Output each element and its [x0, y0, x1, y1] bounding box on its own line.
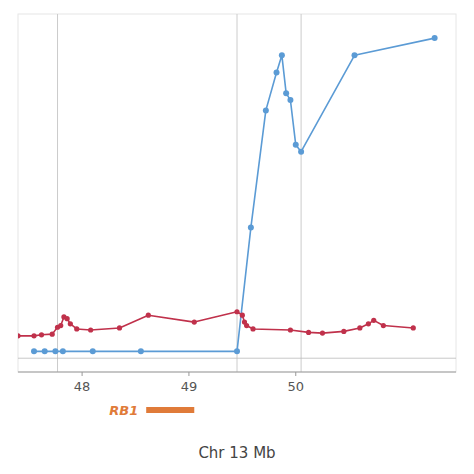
x-axis-label: Chr 13 Mb [198, 444, 275, 462]
series-line [18, 312, 413, 336]
series-line [34, 38, 435, 351]
point [287, 97, 293, 103]
point [381, 323, 386, 328]
point [357, 325, 362, 330]
point [90, 348, 96, 354]
point [18, 333, 21, 338]
reference-line [57, 14, 58, 372]
point [283, 90, 289, 96]
point [50, 332, 55, 337]
chart: 48 49 50 RB1 Chr 13 Mb [0, 0, 474, 474]
point [60, 348, 66, 354]
point [250, 326, 255, 331]
point [138, 348, 144, 354]
point [39, 332, 44, 337]
point [432, 35, 438, 41]
point [352, 52, 358, 58]
point [293, 142, 299, 148]
point [146, 313, 151, 318]
reference-line [237, 14, 238, 372]
gene-label: RB1 [109, 403, 138, 418]
x-axis-line [18, 372, 456, 373]
x-tick [82, 372, 83, 376]
point [411, 325, 416, 330]
point [341, 329, 346, 334]
point [68, 321, 73, 326]
point [192, 319, 197, 324]
x-tick-label: 50 [287, 379, 304, 394]
point [117, 325, 122, 330]
point [320, 331, 325, 336]
point [306, 330, 311, 335]
point [298, 149, 304, 155]
point [248, 224, 254, 230]
point [244, 323, 249, 328]
point [88, 327, 93, 332]
point [31, 348, 37, 354]
x-tick [295, 372, 296, 376]
point [74, 326, 79, 331]
x-tick [188, 372, 189, 376]
plot-area [18, 14, 456, 372]
point [234, 348, 240, 354]
point [58, 323, 63, 328]
x-tick-label: 48 [74, 379, 91, 394]
baseline [18, 358, 456, 359]
point [263, 107, 269, 113]
point [240, 313, 245, 318]
point [274, 70, 280, 76]
point [371, 318, 376, 323]
point [366, 321, 371, 326]
point [279, 52, 285, 58]
point [52, 348, 58, 354]
gene-bar [146, 407, 194, 413]
point [288, 327, 293, 332]
point [31, 333, 36, 338]
point [234, 309, 239, 314]
x-tick-label: 49 [181, 379, 198, 394]
point [42, 348, 48, 354]
plot-frame [18, 14, 456, 372]
point [65, 316, 70, 321]
reference-line [301, 14, 302, 372]
